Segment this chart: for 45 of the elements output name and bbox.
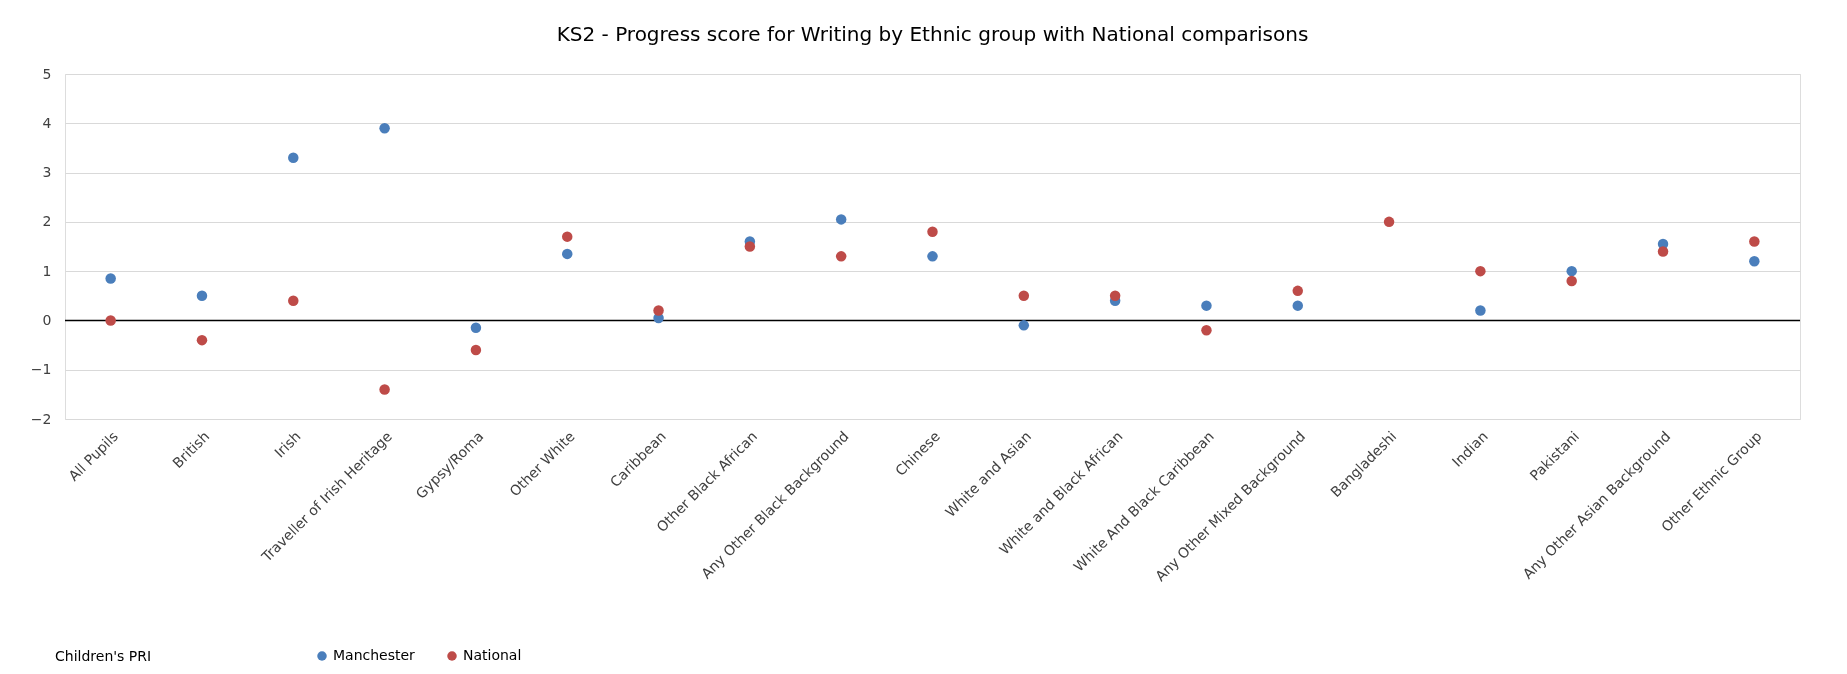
- point: [1201, 325, 1212, 336]
- y-tick-label: −2: [30, 410, 52, 427]
- point: [653, 305, 664, 316]
- point: [561, 231, 573, 242]
- y-tick-label: 2: [42, 213, 52, 230]
- point: [1566, 265, 1577, 277]
- point: [470, 344, 482, 356]
- point: [1018, 320, 1030, 331]
- point: [561, 248, 573, 260]
- point: [196, 290, 208, 302]
- y-tick-label: 4: [42, 114, 52, 131]
- point: [744, 241, 756, 252]
- point: [1749, 256, 1760, 267]
- point: [1201, 300, 1212, 311]
- chart-title: KS2 - Progress score for Writing by Ethnic group with National comparisons: [556, 22, 1309, 46]
- point: [379, 384, 390, 395]
- legend-label: National: [463, 647, 522, 663]
- y-tick-label: −1: [30, 361, 52, 378]
- point: [1657, 246, 1669, 257]
- point: [105, 273, 116, 284]
- point: [1292, 300, 1304, 311]
- point: [1475, 265, 1486, 277]
- point: [927, 226, 938, 237]
- point: [288, 152, 299, 164]
- point: [927, 251, 938, 262]
- point: [1292, 285, 1304, 297]
- point: [105, 315, 116, 326]
- y-tick-label: 3: [42, 164, 52, 181]
- text: Children's PRI: [55, 648, 152, 664]
- point: [288, 295, 299, 306]
- y-tick-label: 0: [42, 311, 52, 328]
- point: [835, 214, 847, 225]
- point: [1566, 275, 1577, 287]
- point: [1383, 216, 1395, 228]
- point: [1475, 305, 1486, 316]
- point: [1749, 236, 1760, 247]
- point: [196, 334, 208, 346]
- point: [1018, 290, 1030, 302]
- point: [1109, 290, 1121, 302]
- legend-label: Manchester: [333, 647, 416, 663]
- point: [470, 322, 482, 334]
- point: [379, 122, 390, 134]
- y-tick-label: 1: [42, 262, 52, 279]
- y-tick-label: 5: [42, 65, 52, 82]
- point: [835, 251, 847, 262]
